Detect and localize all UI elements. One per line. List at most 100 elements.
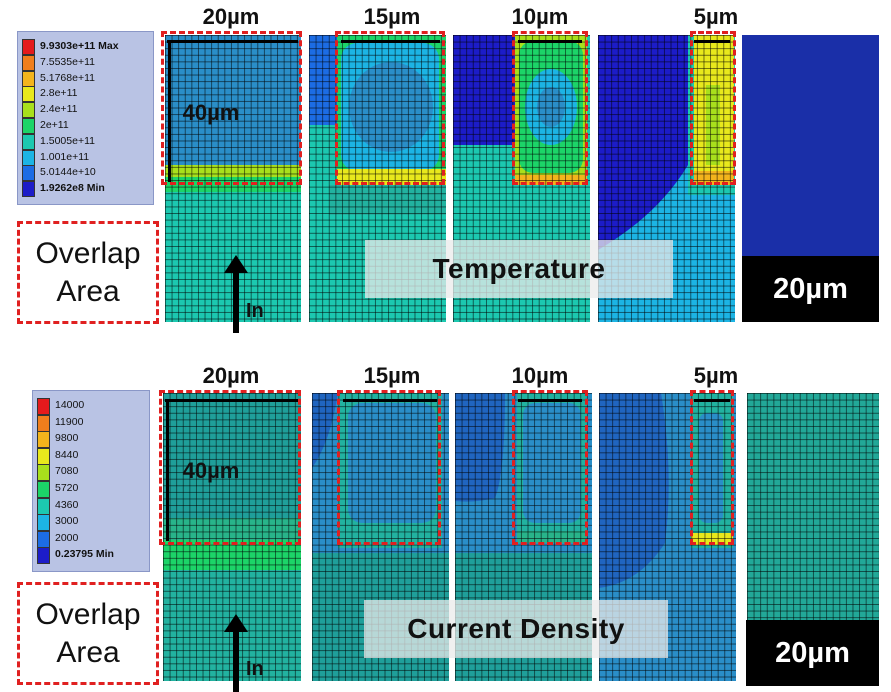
input-flow-arrow	[233, 269, 239, 333]
scale-bar: 20µm	[746, 620, 879, 686]
legend-label: 0.23795 Min	[55, 548, 114, 561]
legend-swatch	[22, 133, 35, 150]
legend-swatch	[37, 398, 50, 415]
field-title-banner: Temperature	[365, 240, 673, 298]
legend-label: 1.9262e8 Min	[40, 182, 105, 195]
overlap-label-line: Area	[56, 635, 120, 669]
legend-row: 8440	[33, 447, 149, 465]
legend-swatch	[22, 86, 35, 103]
legend-label: 1.001e+11	[40, 150, 90, 163]
width-label: 20µm	[202, 4, 260, 29]
legend-row: 9.9303e+11 Max	[18, 39, 153, 55]
legend-label: 2000	[55, 531, 79, 544]
width-dimension-arrow	[165, 399, 298, 402]
input-arrow-head-icon	[224, 614, 248, 632]
legend-row: 7080	[33, 464, 149, 482]
width-dimension-arrow	[518, 40, 582, 43]
legend-swatch	[22, 118, 35, 134]
overlap-label-line: Overlap	[35, 236, 141, 270]
legend-label: 5.0144e+10	[40, 166, 96, 179]
legend-swatch	[37, 547, 50, 565]
legend-label: 8440	[55, 448, 79, 461]
overlap-label-line: Area	[56, 274, 120, 308]
width-dimension-arrow	[694, 40, 730, 43]
legend-label: 2e+11	[40, 119, 69, 131]
legend-label: 1.5005e+11	[40, 134, 95, 147]
width-dimension-arrow	[341, 40, 440, 43]
overlap-region-outline	[161, 31, 302, 185]
legend-row: 14000	[33, 398, 149, 415]
legend-label: 9.9303e+11 Max	[40, 40, 119, 52]
legend-row: 9800	[33, 431, 149, 449]
overlap-area-label: Overlap Area	[17, 221, 159, 324]
height-label: 40µm	[182, 100, 240, 125]
legend-swatch	[22, 39, 35, 55]
legend-swatch	[37, 464, 50, 482]
field-cold-region	[453, 35, 515, 145]
height-dimension-arrow	[168, 40, 171, 182]
input-arrow-head-icon	[224, 255, 248, 273]
legend-row: 2.8e+11	[18, 86, 153, 103]
overlap-region-outline	[690, 31, 736, 185]
legend-label: 7.5535e+11	[40, 55, 95, 68]
field-cold-corner	[309, 35, 337, 125]
legend-box: 14000 11900 9800 8440 7080 5720 4360 3000 2000 0.…	[32, 390, 150, 572]
legend-row: 1.001e+11	[18, 149, 153, 166]
legend-box: 9.9303e+11 Max 7.5535e+11 5.1768e+11 2.8e+1…	[17, 31, 154, 205]
legend-swatch	[22, 54, 35, 71]
legend-row: 1.9262e8 Min	[18, 181, 153, 198]
legend-label: 9800	[55, 432, 79, 445]
width-label: 15µm	[363, 363, 421, 388]
legend-swatch	[37, 414, 50, 432]
legend-row: 11900	[33, 414, 149, 432]
width-label: 20µm	[202, 363, 260, 388]
width-label: 5µm	[693, 4, 739, 29]
input-label: In	[246, 300, 264, 322]
width-dimension-arrow	[694, 399, 730, 402]
overlap-region-outline	[512, 390, 588, 545]
scale-bar: 20µm	[742, 256, 879, 322]
legend-row: 2000	[33, 530, 149, 548]
legend-label: 3000	[55, 515, 79, 528]
legend-swatch	[37, 481, 50, 498]
legend-swatch	[22, 102, 35, 119]
legend-label: 14000	[55, 399, 85, 411]
legend-row: 0.23795 Min	[33, 547, 149, 565]
overlap-area-label: Overlap Area	[17, 582, 159, 685]
legend-label: 2.4e+11	[40, 103, 78, 116]
legend-row: 1.5005e+11	[18, 133, 153, 150]
legend-swatch	[37, 530, 50, 548]
legend-row: 7.5535e+11	[18, 54, 153, 71]
legend-label: 4360	[55, 498, 79, 511]
legend-swatch	[22, 70, 35, 87]
legend-row: 4360	[33, 497, 149, 515]
overlap-region-outline	[690, 390, 734, 545]
legend-row: 3000	[33, 514, 149, 532]
overlap-region-outline	[335, 31, 445, 185]
input-label: In	[246, 658, 264, 680]
legend-label: 5720	[55, 482, 79, 494]
legend-label: 7080	[55, 465, 79, 478]
height-label: 40µm	[182, 458, 240, 483]
legend-label: 5.1768e+11	[40, 71, 95, 84]
legend-swatch	[22, 165, 35, 182]
overlap-label-line: Overlap	[35, 597, 141, 631]
width-label: 10µm	[511, 363, 569, 388]
width-dimension-arrow	[343, 399, 437, 402]
height-dimension-arrow	[166, 399, 169, 541]
legend-swatch	[37, 497, 50, 515]
width-dimension-arrow	[167, 40, 298, 43]
legend-row: 2.4e+11	[18, 102, 153, 119]
legend-swatch	[22, 149, 35, 166]
overlap-region-outline	[159, 390, 301, 545]
field-title-banner: Current Density	[364, 600, 668, 658]
legend-swatch	[37, 514, 50, 532]
field-cold-region	[455, 393, 505, 502]
width-label: 15µm	[363, 4, 421, 29]
legend-swatch	[22, 181, 35, 198]
legend-label: 2.8e+11	[40, 87, 78, 100]
legend-row: 5.0144e+10	[18, 165, 153, 182]
width-label: 5µm	[693, 363, 739, 388]
width-label: 10µm	[511, 4, 569, 29]
